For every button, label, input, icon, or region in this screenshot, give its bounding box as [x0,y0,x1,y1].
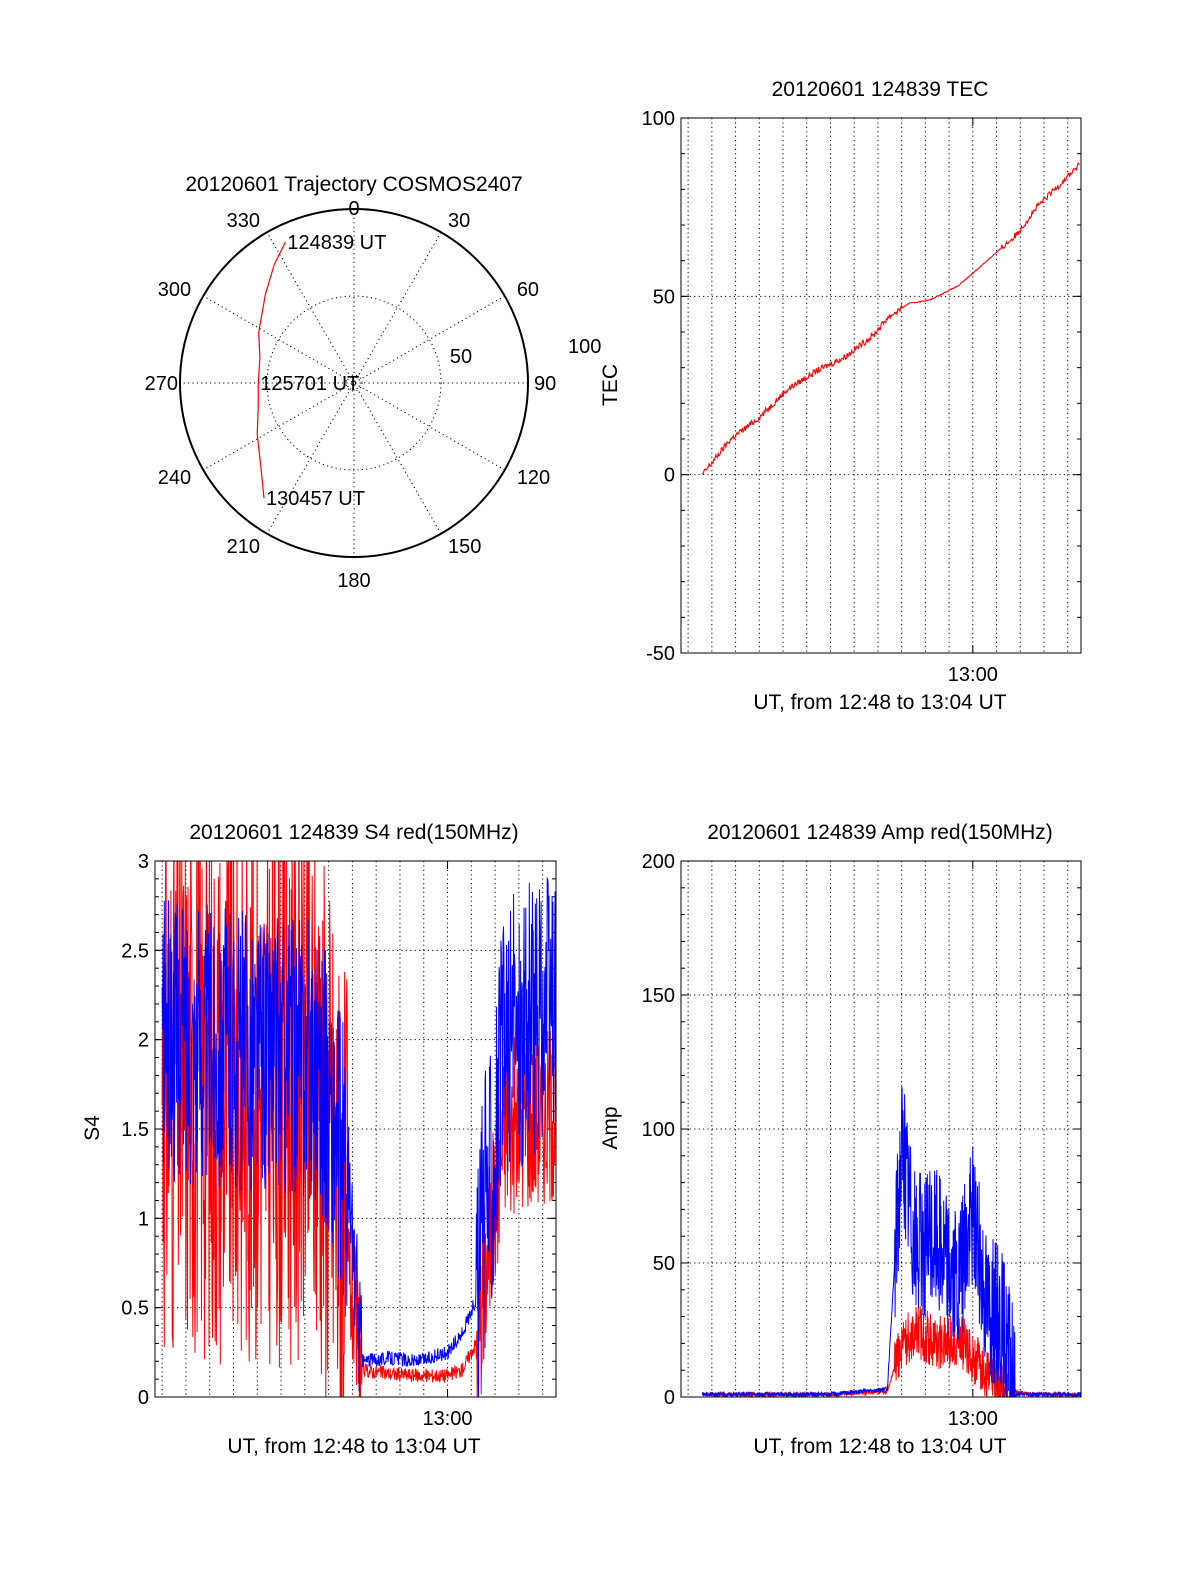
polar-azimuth-label: 270 [145,373,178,395]
y-tick-label: 50 [653,1253,675,1275]
plot-frame [680,117,1082,654]
trajectory-line [256,241,286,499]
trajectory-annotations: 124839 UT 125701 UT 130457 UT [260,232,386,510]
polar-azimuth-label: 240 [158,467,191,489]
y-tick-label: 150 [642,985,675,1007]
polar-azimuth-label: 90 [534,373,556,395]
polar-azimuth-label: 150 [448,536,481,558]
y-tick-label: 100 [642,108,675,130]
tec-title: 20120601 124839 TEC [772,78,989,101]
polar-azimuth-label: 60 [517,279,539,301]
polar-radial-label: 100 [568,336,601,358]
polar-spoke [266,232,442,534]
polar-azimuth-label: 120 [517,467,550,489]
y-tick-label: 2 [138,1030,149,1052]
y-tick-label: 1.5 [121,1119,149,1141]
polar-center-ring [345,374,363,392]
amp-plot-area: 0 50 100 150 200 13:00 [642,851,1082,1430]
x-tick-label: 13:00 [948,664,998,686]
s4-panel: 20120601 124839 S4 red(150MHz) UT, from … [81,821,557,1458]
polar-spoke [203,295,505,471]
y-tick-label: 50 [653,286,675,308]
tec-ylabel: TEC [599,364,622,406]
y-tick-label: 0 [664,1387,675,1409]
tec-panel: 20120601 124839 TEC UT, from 12:48 to 13… [599,78,1082,714]
x-tick-label: 13:00 [423,1408,473,1430]
polar-ring-50 [266,295,442,471]
tec-plot-area: -50 0 50 100 13:00 [642,108,1082,686]
polar-azimuth-labels: 0 30 60 90 120 150 180 210 240 270 300 330 [145,198,557,592]
series-line-1 [702,161,1080,475]
series-line-1 [701,1306,1081,1397]
s4-ylabel: S4 [81,1115,104,1141]
trajectory-title: 20120601 Trajectory COSMOS2407 [185,173,522,196]
s4-xlabel: UT, from 12:48 to 13:04 UT [227,1435,480,1458]
polar-azimuth-label: 30 [448,210,470,232]
series-line-2 [161,876,556,1397]
x-tick-label: 13:00 [948,1408,998,1430]
trajectory-series [256,241,286,499]
amp-xlabel: UT, from 12:48 to 13:04 UT [753,1435,1006,1458]
polar-radial-label: 50 [450,346,472,368]
polar-spoke [203,295,505,471]
plot-frame [680,860,1082,1398]
polar-azimuth-label: 180 [337,570,370,592]
s4-plot-area: 0 0.5 1 1.5 2 2.5 3 13:00 [121,851,557,1430]
tec-xlabel: UT, from 12:48 to 13:04 UT [753,691,1006,714]
y-tick-label: 100 [642,1119,675,1141]
y-tick-label: 200 [642,851,675,873]
polar-spoke [266,232,442,534]
trajectory-annotation: 124839 UT [287,232,386,254]
y-tick-label: 0.5 [121,1298,149,1320]
amp-title: 20120601 124839 Amp red(150MHz) [707,821,1053,844]
polar-radial-labels: 50 100 [450,336,602,368]
y-tick-label: 0 [138,1387,149,1409]
y-tick-label: 2.5 [121,940,149,962]
s4-title: 20120601 124839 S4 red(150MHz) [189,821,518,844]
y-tick-label: 1 [138,1208,149,1230]
polar-azimuth-label: 0 [348,198,359,220]
plot-frame [154,860,557,1398]
y-tick-label: -50 [646,643,675,665]
amp-panel: 20120601 124839 Amp red(150MHz) UT, from… [599,821,1082,1458]
y-tick-label: 3 [138,851,149,873]
polar-grid [179,208,529,558]
trajectory-annotation: 125701 UT [260,373,359,395]
series-line-2 [701,1086,1081,1397]
y-tick-label: 0 [664,465,675,487]
trajectory-polar-panel: 20120601 Trajectory COSMOS2407 0 30 60 90 12… [145,173,602,592]
polar-azimuth-label: 210 [227,536,260,558]
amp-ylabel: Amp [599,1106,622,1149]
polar-azimuth-label: 300 [158,279,191,301]
polar-azimuth-label: 330 [227,210,260,232]
trajectory-annotation: 130457 UT [266,488,365,510]
